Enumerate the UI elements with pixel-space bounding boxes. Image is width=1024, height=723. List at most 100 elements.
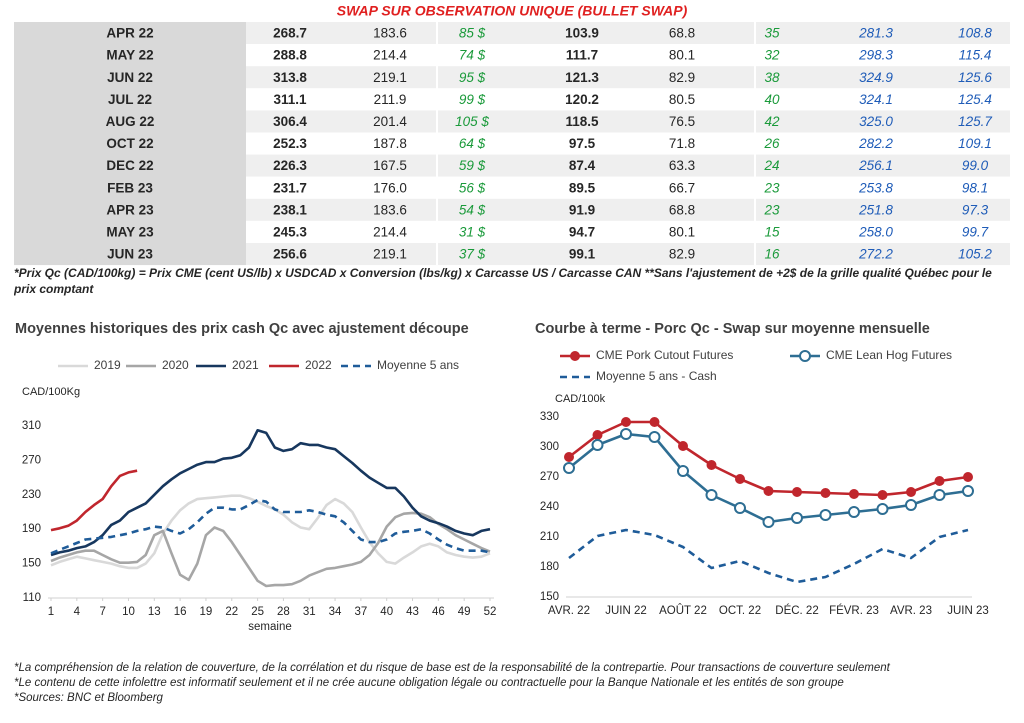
x-tick-label: AVR. 23	[890, 605, 932, 617]
table-cell: 87.4	[569, 158, 596, 173]
table-cell: 125.7	[958, 114, 992, 129]
series-line	[50, 498, 491, 555]
table-cell: 82.9	[669, 70, 695, 85]
table-cell: 80.5	[669, 92, 695, 107]
footer-note-box: *Le contenu de cette infolettre est info…	[14, 677, 844, 689]
table-cell: 23	[763, 180, 780, 195]
row-bg	[246, 176, 1010, 199]
series-line	[50, 469, 138, 532]
table-cell: 37 $	[459, 247, 486, 262]
point	[819, 509, 832, 521]
point	[734, 502, 746, 514]
x-tick-label: 37	[354, 606, 367, 618]
x-tick-label: AOÛT 22	[659, 604, 707, 617]
x-tick-label: 52	[484, 606, 497, 618]
table-cell: 98.1	[962, 180, 988, 195]
point	[820, 488, 831, 498]
table-cell: 214.4	[373, 48, 407, 63]
table-cell: 183.6	[373, 26, 407, 41]
legend-marker	[570, 351, 580, 361]
x-tick-label: 10	[122, 606, 135, 618]
footer-note: *Le contenu de cette infolettre est info…	[14, 677, 844, 689]
x-tick-label: 1	[48, 606, 54, 618]
table-cell: 258.0	[858, 225, 893, 240]
table-note: *Prix Qc (CAD/100kg) = Prix CME (cent US…	[14, 266, 992, 296]
table-cell: 245.3	[273, 225, 307, 240]
table-cell: 167.5	[373, 158, 407, 173]
table-cell: 281.3	[858, 26, 893, 41]
x-tick-label: 16	[174, 606, 187, 618]
table-cell: 238.1	[273, 202, 307, 217]
table-cell: 324.1	[859, 92, 893, 107]
table-cell: AUG 22	[106, 114, 155, 129]
point	[564, 452, 574, 462]
table-cell: 325.0	[859, 114, 893, 129]
x-tick-label: 49	[458, 606, 471, 618]
series-line	[50, 511, 491, 588]
point	[678, 441, 688, 451]
point	[620, 428, 632, 440]
point	[735, 474, 745, 484]
x-tick-label: 46	[432, 606, 445, 618]
point	[763, 486, 774, 496]
table-cell: 105 $	[455, 114, 489, 129]
point	[563, 462, 575, 474]
table-cell: 324.9	[859, 70, 893, 85]
table-note-box: *Prix Qc (CAD/100kg) = Prix CME (cent US…	[14, 266, 992, 296]
y-tick-label: 330	[540, 411, 559, 423]
point	[906, 487, 916, 497]
table-cell: 121.3	[565, 70, 599, 85]
y-tick-label: 240	[540, 501, 559, 513]
table-cell: 125.6	[958, 70, 992, 85]
table-cell: 26	[763, 136, 780, 151]
series-line	[568, 528, 969, 584]
table-cell: 59 $	[459, 158, 486, 173]
row-bg	[246, 198, 1010, 221]
point	[933, 489, 946, 501]
table-cell: 56 $	[459, 180, 486, 195]
x-tick-label: JUIN 23	[947, 605, 989, 617]
table-cell: 214.4	[373, 225, 407, 240]
point	[649, 417, 660, 427]
x-tick-label: 7	[99, 606, 105, 618]
y-tick-label: 270	[22, 454, 41, 466]
table-cell: 63.3	[669, 158, 695, 173]
table-cell: 105.2	[958, 247, 992, 262]
row-bg	[246, 243, 1010, 266]
table-cell: 38	[764, 70, 780, 85]
table-cell: 97.5	[569, 136, 596, 151]
x-tick-label: AVR. 22	[548, 605, 590, 617]
table-cell: 40	[764, 92, 780, 107]
x-tick-label: 19	[200, 606, 213, 618]
x-tick-label: OCT. 22	[719, 605, 761, 617]
x-tick-label: DÉC. 22	[775, 604, 818, 617]
table-cell: 211.9	[374, 92, 407, 107]
table-cell: 311.1	[273, 92, 307, 107]
row-bg	[246, 66, 1010, 89]
row-bg	[246, 88, 1010, 111]
y-tick-label: 210	[540, 531, 559, 543]
footer-note-box: *Sources: BNC et Bloomberg	[14, 692, 163, 704]
x-tick-label: 22	[225, 606, 238, 618]
y-tick-label: 300	[540, 441, 559, 453]
x-tick-label: 25	[251, 606, 264, 618]
x-tick-label: 13	[148, 606, 161, 618]
table-cell: 282.2	[858, 136, 893, 151]
legend-label: CME Lean Hog Futures	[826, 348, 952, 362]
point	[705, 489, 718, 501]
table-cell: 80.1	[669, 225, 695, 240]
table-cell: 252.3	[273, 136, 307, 151]
point	[849, 489, 859, 499]
table-cell: 176.0	[373, 180, 407, 195]
table-cell: 109.1	[958, 136, 992, 151]
table-cell: 85 $	[459, 26, 486, 41]
row-bg	[246, 154, 1010, 177]
legend-label: 2022	[305, 358, 332, 372]
table-cell: 15	[764, 225, 780, 240]
table-cell: 313.8	[273, 70, 307, 85]
x-tick-label: 34	[329, 606, 342, 618]
table-cell: 201.4	[373, 114, 407, 129]
table-cell: 272.2	[858, 247, 893, 262]
table-cell: 251.8	[858, 202, 893, 217]
y-axis-label: CAD/100Kg	[22, 386, 80, 398]
